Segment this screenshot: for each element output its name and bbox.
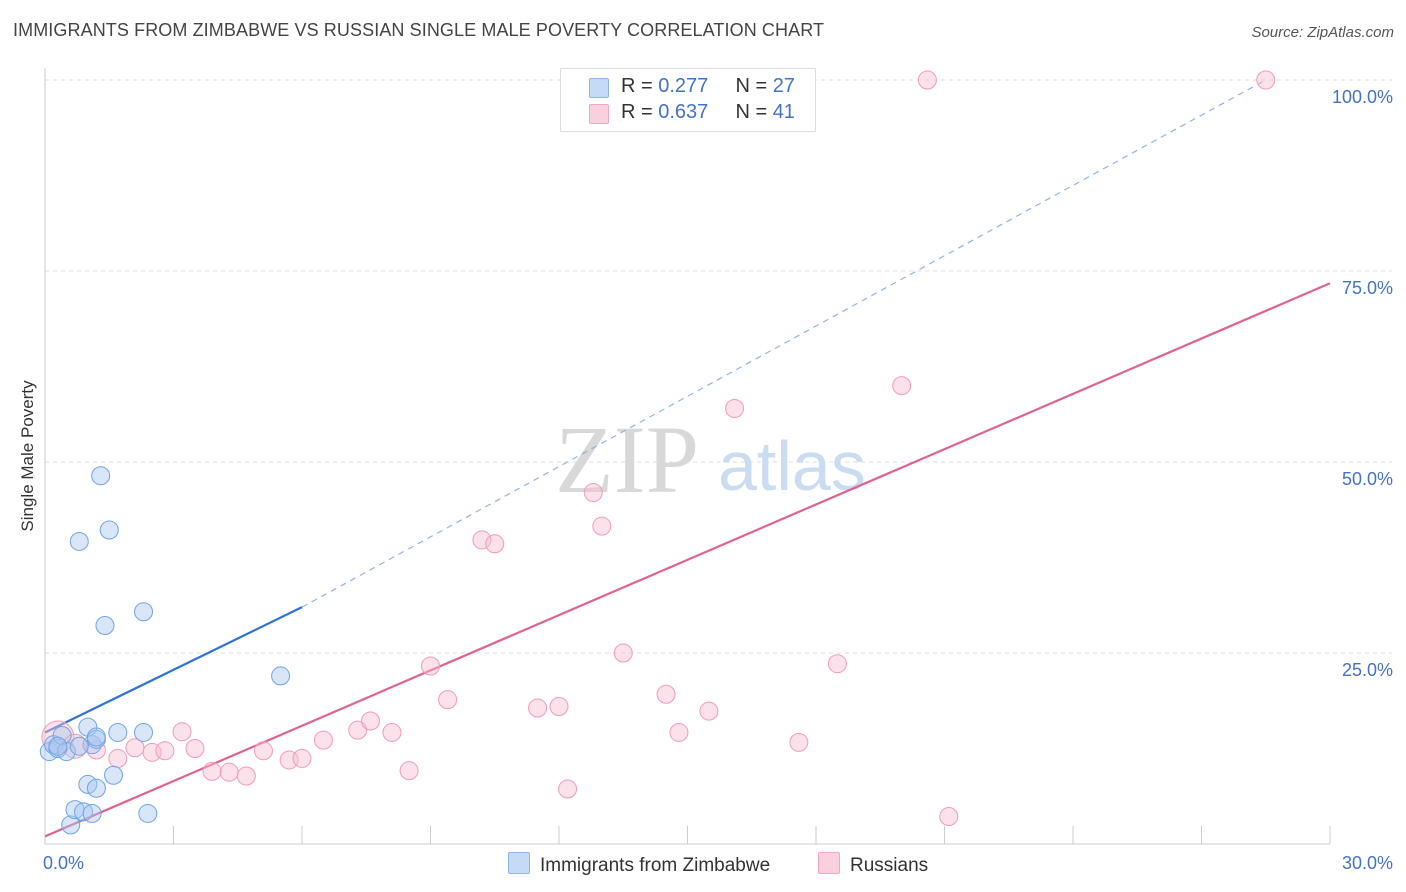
point-zimbabwe <box>82 803 102 823</box>
point-russians <box>656 684 676 704</box>
legend-r-label: R = <box>621 75 659 97</box>
bottom-legend-zimbabwe: Immigrants from Zimbabwe <box>508 852 770 877</box>
point-russians <box>236 766 256 786</box>
point-russians <box>155 741 175 761</box>
point-russians <box>382 722 402 742</box>
correlation-legend: R = 0.277 N = 27 R = 0.637 N = 41 <box>560 68 816 132</box>
point-russians <box>549 696 569 716</box>
point-russians <box>699 701 719 721</box>
legend-swatch-russians <box>589 104 609 124</box>
point-zimbabwe <box>99 520 119 540</box>
point-zimbabwe <box>52 726 72 746</box>
axes <box>44 68 1331 845</box>
x-tick-label-max: 30.0% <box>1342 853 1393 873</box>
grid-lines <box>45 79 1392 654</box>
watermark-zip: ZIP <box>555 406 699 513</box>
source-label: Source: ZipAtlas.com <box>1251 24 1394 41</box>
point-russians <box>219 762 239 782</box>
point-russians <box>613 643 633 663</box>
point-russians <box>558 779 578 799</box>
bottom-legend-russians: Russians <box>818 852 928 877</box>
legend-r-value: 0.637 <box>658 101 709 123</box>
point-zimbabwe <box>134 602 154 622</box>
y-tick-label: 25.0% <box>1342 660 1393 680</box>
trend-zimbabwe-extension <box>301 79 1267 608</box>
point-russians <box>185 739 205 758</box>
point-zimbabwe <box>69 736 89 756</box>
point-russians <box>725 399 745 419</box>
point-zimbabwe <box>48 736 68 756</box>
point-russians <box>399 761 419 781</box>
point-russians <box>361 711 381 731</box>
point-russians <box>583 483 603 503</box>
point-zimbabwe <box>91 466 111 486</box>
point-russians <box>202 761 222 781</box>
y-axis-label: Single Male Poverty <box>18 380 37 532</box>
legend-n-value: 27 <box>772 75 795 97</box>
point-zimbabwe <box>61 815 81 835</box>
legend-n-value: 41 <box>772 101 795 123</box>
legend-r-value: 0.277 <box>658 75 709 97</box>
trend-russians <box>44 282 1331 838</box>
legend-n-label: N = <box>735 75 773 97</box>
point-russians <box>789 732 809 752</box>
point-russians <box>472 530 492 550</box>
point-zimbabwe <box>86 778 106 798</box>
y-tick-label: 75.0% <box>1342 278 1393 298</box>
point-zimbabwe <box>108 722 128 742</box>
legend-swatch-zimbabwe <box>589 78 609 98</box>
point-russians <box>253 741 273 761</box>
chart-title: IMMIGRANTS FROM ZIMBABWE VS RUSSIAN SING… <box>13 20 825 40</box>
trend-zimbabwe <box>44 606 303 734</box>
point-russians <box>348 720 368 740</box>
bottom-legend-swatch-zimbabwe <box>508 852 530 874</box>
point-russians <box>592 516 612 536</box>
point-russians <box>172 722 192 742</box>
watermark: ZIP atlas <box>555 406 866 513</box>
y-tick-label: 100.0% <box>1332 87 1393 107</box>
data-points <box>39 70 1276 835</box>
point-russians <box>528 698 548 718</box>
point-zimbabwe <box>86 727 106 747</box>
point-russians <box>62 733 88 759</box>
point-zimbabwe <box>69 531 89 551</box>
point-zimbabwe <box>271 666 291 686</box>
point-russians <box>669 722 689 742</box>
trend-lines <box>44 79 1331 838</box>
legend-n-label: N = <box>735 101 773 123</box>
bottom-legend-label-zimbabwe: Immigrants from Zimbabwe <box>540 855 771 876</box>
point-russians <box>485 534 505 554</box>
watermark-atlas: atlas <box>718 427 866 505</box>
point-zimbabwe <box>134 722 154 742</box>
x-tick-label-min: 0.0% <box>43 853 84 873</box>
y-tick-label: 50.0% <box>1342 469 1393 489</box>
point-russians <box>1256 70 1276 90</box>
point-russians <box>917 70 937 90</box>
point-zimbabwe <box>95 615 115 635</box>
point-russians <box>292 748 312 768</box>
point-russians <box>421 656 440 676</box>
bottom-legend-swatch-russians <box>818 852 840 874</box>
point-russians <box>939 806 959 826</box>
bottom-legend-label-russians: Russians <box>850 855 929 876</box>
legend-r-label: R = <box>621 101 659 123</box>
point-russians <box>892 376 912 396</box>
tick-labels: 25.0% 50.0% 75.0% 100.0% 0.0% 30.0% <box>43 87 1393 873</box>
point-russians <box>827 654 847 674</box>
point-zimbabwe <box>138 803 158 823</box>
point-zimbabwe <box>104 765 124 785</box>
point-russians <box>438 690 458 710</box>
point-russians <box>313 730 333 750</box>
point-russians <box>108 748 128 768</box>
